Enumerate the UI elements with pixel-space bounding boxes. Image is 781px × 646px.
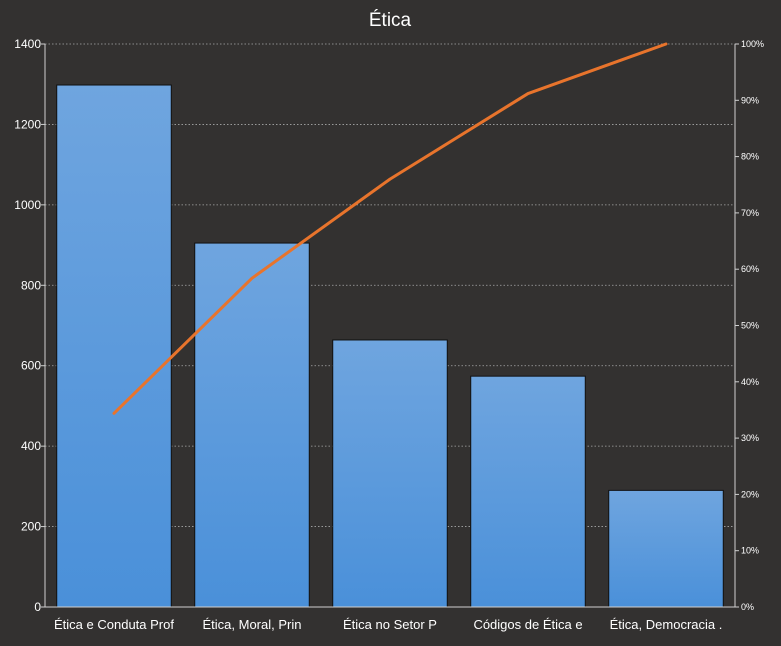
y2-tick-label: 80% (741, 152, 759, 162)
y2-tick-label: 0% (741, 602, 754, 612)
y-tick-label: 600 (21, 359, 41, 373)
x-tick-label: Ética, Moral, Prin (203, 617, 302, 632)
bar (332, 339, 448, 608)
y-tick-label: 200 (21, 520, 41, 534)
y2-tick-label: 90% (741, 95, 759, 105)
x-tick-label: Códigos de Ética e (473, 617, 582, 632)
x-axis: Ética e Conduta Prof Ética, Moral, Prin Ét… (45, 606, 735, 632)
cumulative-line (112, 42, 668, 415)
x-tick-label: Ética e Conduta Prof (54, 617, 174, 632)
cumulative-point (526, 92, 530, 95)
cumulative-point (664, 42, 668, 46)
x-tick-label: Ética no Setor P (343, 617, 437, 632)
bar (608, 489, 724, 608)
y-tick-label: 800 (21, 278, 41, 292)
y-tick-label: 1400 (14, 37, 41, 51)
cumulative-point (112, 412, 116, 415)
cumulative-point (250, 277, 254, 280)
y-tick-label: 1000 (14, 198, 41, 212)
x-tick-label: Ética, Democracia . (610, 617, 723, 632)
y2-tick-label: 30% (741, 433, 759, 443)
y2-tick-label: 10% (741, 546, 759, 556)
y2-tick-label: 20% (741, 489, 759, 499)
y2-tick-label: 100% (741, 39, 764, 49)
bars (56, 84, 724, 608)
bar (470, 375, 586, 608)
y-tick-label: 1200 (14, 117, 41, 131)
y2-tick-label: 50% (741, 321, 759, 331)
cumulative-point (388, 177, 392, 181)
y-tick-label: 0 (34, 600, 41, 614)
y-axis-left: 0 200 400 600 800 1000 1200 1400 (14, 37, 46, 614)
y-tick-label: 400 (21, 439, 41, 453)
y2-tick-label: 70% (741, 208, 759, 218)
bar (56, 84, 172, 608)
chart-title: Ética (369, 10, 412, 31)
bar (194, 242, 310, 608)
y2-tick-label: 40% (741, 377, 759, 387)
y-axis-right: 0% 10% 20% 30% 40% 50% 60% 70% 80% 90% 100% (734, 39, 764, 612)
y2-tick-label: 60% (741, 264, 759, 274)
